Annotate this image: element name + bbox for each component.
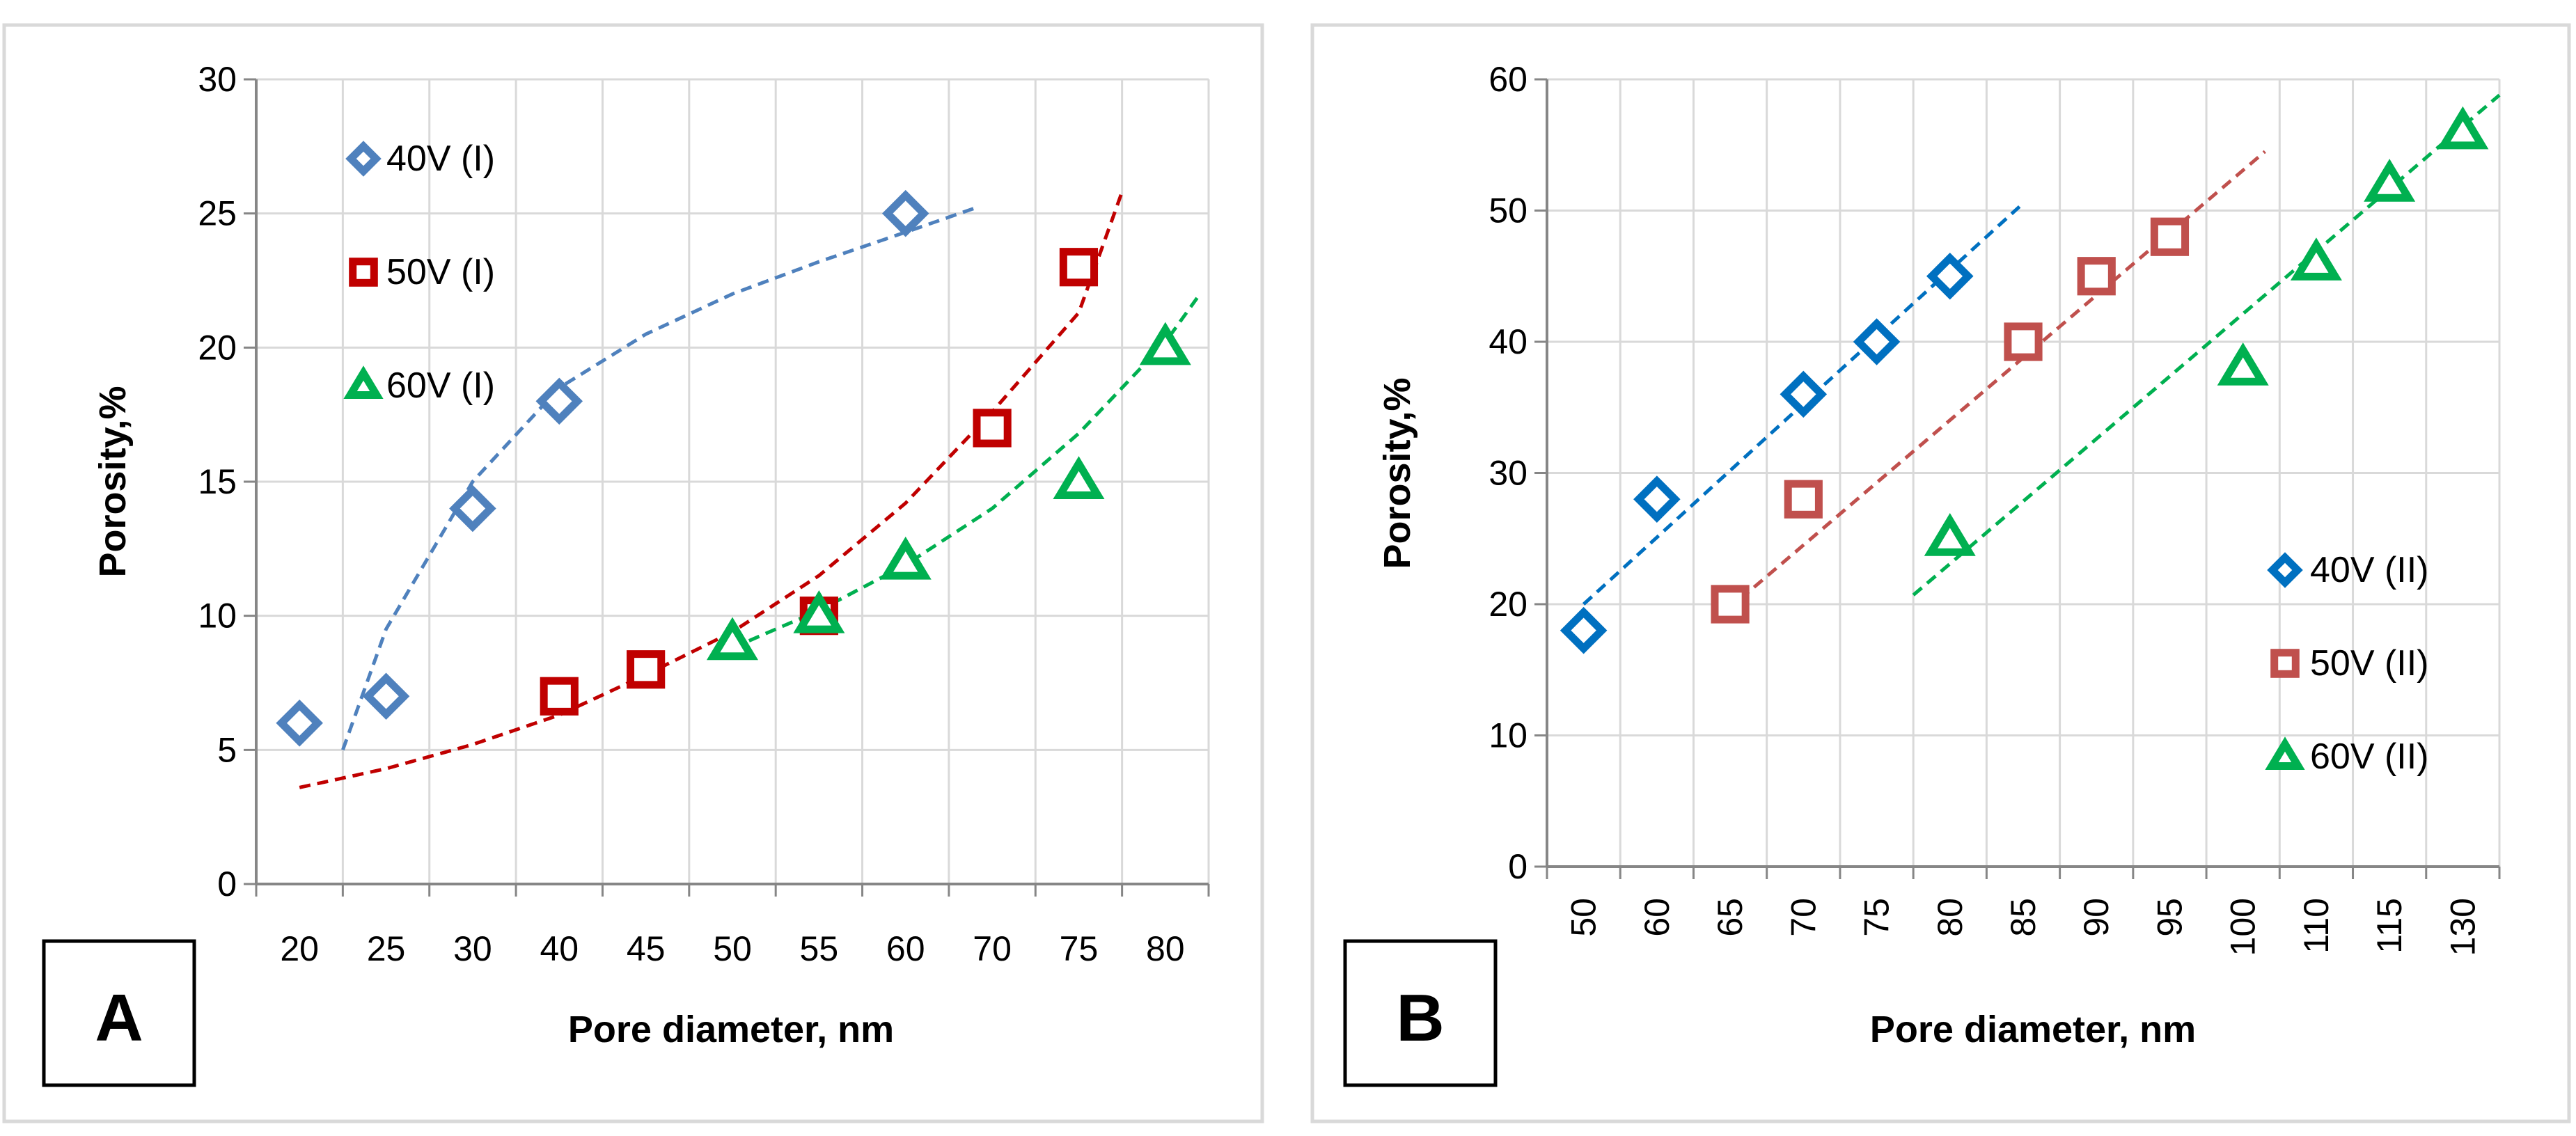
data-point-square [2150, 217, 2190, 256]
data-point-diamond [881, 189, 929, 237]
data-point-square [1711, 585, 1750, 624]
data-point-diamond [362, 672, 410, 720]
data-point-triangle [1924, 513, 1976, 556]
x-tick-label: 55 [800, 929, 839, 968]
x-tick-label: 80 [1931, 898, 1970, 937]
y-tick-label: 15 [198, 462, 237, 501]
legend-label: 40V (II) [2310, 550, 2429, 590]
x-tick-label: 60 [1638, 898, 1676, 937]
y-tick-label: 20 [198, 328, 237, 367]
x-tick-label: 115 [2370, 898, 2409, 954]
legend-marker-square [2270, 649, 2300, 678]
panel-b-label: B [1396, 981, 1444, 1055]
data-point-triangle [2364, 159, 2416, 202]
panel-b-frame [1310, 23, 2571, 1123]
data-point-diamond [1633, 475, 1681, 523]
trendline-triangle [1912, 93, 2501, 597]
y-tick-label: 5 [217, 730, 237, 769]
x-tick-label: 95 [2150, 898, 2189, 937]
y-tick-label: 50 [1489, 191, 1527, 230]
legend-marker-square [349, 258, 378, 287]
panel-a-chart: 0 5 10 15 20 25 30 20 25 30 40 45 50 55 60 70 75 80 40V (I… [92, 60, 1210, 1050]
y-tick-label: 30 [198, 60, 237, 99]
data-point-diamond [276, 700, 323, 747]
y-tick-label: 20 [1489, 585, 1527, 624]
panel-a-badge: A [42, 939, 196, 1087]
data-point-square [1784, 480, 1823, 519]
data-point-triangle [706, 617, 759, 661]
data-point-triangle [793, 590, 845, 633]
data-point-triangle [2217, 342, 2269, 386]
x-tick-label: 70 [973, 929, 1012, 968]
data-point-diamond [1853, 318, 1901, 365]
x-tick-label: 130 [2443, 898, 2482, 956]
x-tick-label: 40 [540, 929, 579, 968]
y-tick-label: 30 [1489, 454, 1527, 493]
panel-a-frame [2, 23, 1264, 1123]
data-point-triangle [2437, 106, 2489, 150]
data-point-triangle [2290, 237, 2342, 281]
x-tick-label: 25 [367, 929, 406, 968]
x-tick-label: 65 [1711, 898, 1750, 937]
data-point-triangle [1139, 322, 1191, 365]
x-tick-label: 85 [2004, 898, 2043, 937]
legend-marker-triangle [343, 365, 384, 399]
y-tick-label: 60 [1489, 60, 1527, 99]
data-point-triangle [1053, 456, 1105, 499]
legend-marker-triangle [2265, 736, 2305, 770]
data-point-square [1059, 248, 1099, 287]
data-point-diamond [1560, 606, 1608, 654]
y-tick-label: 40 [1489, 322, 1527, 361]
y-tick-label: 10 [198, 597, 237, 636]
y-axis-title: Porosity,% [1376, 377, 1418, 569]
x-tick-label: 75 [1858, 898, 1896, 937]
x-tick-label: 70 [1784, 898, 1823, 937]
trendline-diamond [341, 206, 976, 751]
data-point-square [627, 650, 666, 689]
data-point-square [2077, 257, 2116, 296]
x-tick-label: 90 [2077, 898, 2116, 937]
panel-b-badge: B [1343, 939, 1498, 1087]
data-point-diamond [1926, 252, 1974, 300]
x-axis-title: Pore diameter, nm [568, 1009, 894, 1050]
legend-label: 50V (II) [2310, 643, 2429, 684]
y-tick-label: 0 [217, 865, 237, 904]
legend-label: 60V (I) [386, 365, 495, 406]
x-tick-label: 100 [2224, 898, 2263, 956]
x-tick-label: 20 [280, 929, 319, 968]
data-point-diamond [1780, 370, 1828, 418]
data-point-square [540, 677, 579, 716]
x-tick-label: 45 [627, 929, 666, 968]
legend-label: 50V (I) [386, 252, 495, 292]
x-tick-label: 50 [1564, 898, 1603, 937]
y-tick-label: 10 [1489, 716, 1527, 755]
data-point-diamond [535, 377, 583, 425]
legend-marker-diamond [2267, 552, 2303, 588]
x-tick-label: 60 [886, 929, 925, 968]
legend-marker-diamond [345, 141, 382, 177]
y-tick-label: 25 [198, 194, 237, 233]
data-point-triangle [879, 536, 932, 580]
data-point-square [2004, 322, 2043, 361]
panel-a-label: A [95, 981, 143, 1055]
data-point-diamond [449, 484, 496, 532]
panel-b-chart: 0 10 20 30 40 50 60 50 60 65 70 75 80 85 90 95 100 110 115… [1376, 60, 2501, 1050]
x-tick-label: 75 [1060, 929, 1099, 968]
x-tick-label: 110 [2297, 898, 2336, 954]
x-tick-label: 80 [1146, 929, 1185, 968]
y-tick-label: 0 [1508, 847, 1527, 886]
x-axis-title: Pore diameter, nm [1870, 1009, 2196, 1050]
x-tick-label: 50 [713, 929, 752, 968]
y-axis-title: Porosity,% [92, 386, 134, 577]
legend-label: 40V (I) [386, 139, 495, 179]
legend-label: 60V (II) [2310, 736, 2429, 777]
data-point-square [973, 409, 1012, 448]
x-tick-label: 30 [453, 929, 492, 968]
